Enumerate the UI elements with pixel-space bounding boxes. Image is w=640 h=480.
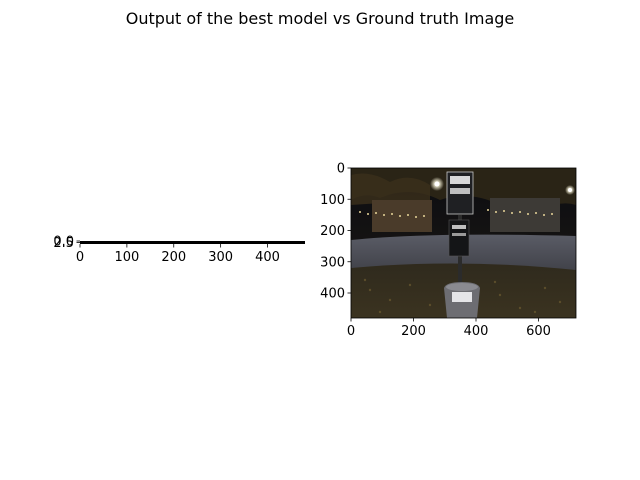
y-tick-label: 100 — [320, 193, 345, 208]
y-tick-label: 0 — [337, 162, 345, 177]
y-tick-label: 300 — [320, 255, 345, 270]
x-tick-label: 600 — [526, 324, 551, 339]
y-tick-label: 400 — [320, 287, 345, 302]
x-tick-label: 100 — [114, 250, 139, 265]
left-x-ticks: 0 100 200 300 400 — [76, 244, 280, 265]
x-tick-label: 400 — [255, 250, 280, 265]
x-tick-label: 300 — [208, 250, 233, 265]
y-tick-label: 200 — [320, 224, 345, 239]
x-tick-label: 200 — [161, 250, 186, 265]
ground-truth-image — [351, 168, 576, 318]
x-tick-label: 0 — [76, 250, 84, 265]
y-tick-label: 0.0 — [53, 235, 74, 250]
x-tick-label: 400 — [464, 324, 489, 339]
model-output-image — [80, 241, 305, 244]
x-tick-label: 0 — [347, 324, 355, 339]
right-x-ticks: 0 200 400 600 — [347, 318, 551, 339]
figure-title: Output of the best model vs Ground truth… — [126, 9, 515, 28]
left-y-ticks: 0.02.5 — [53, 235, 80, 251]
x-tick-label: 200 — [401, 324, 426, 339]
axes-best-model-output: 0 100 200 300 400 0.02.5 — [53, 235, 305, 265]
ground-truth-frame — [350, 167, 577, 319]
axes-ground-truth: 0 200 400 600 0 100 200 300 400 — [320, 162, 577, 339]
y-tick-label: 2.5 — [53, 236, 74, 251]
right-y-ticks: 0 100 200 300 400 — [320, 162, 351, 302]
